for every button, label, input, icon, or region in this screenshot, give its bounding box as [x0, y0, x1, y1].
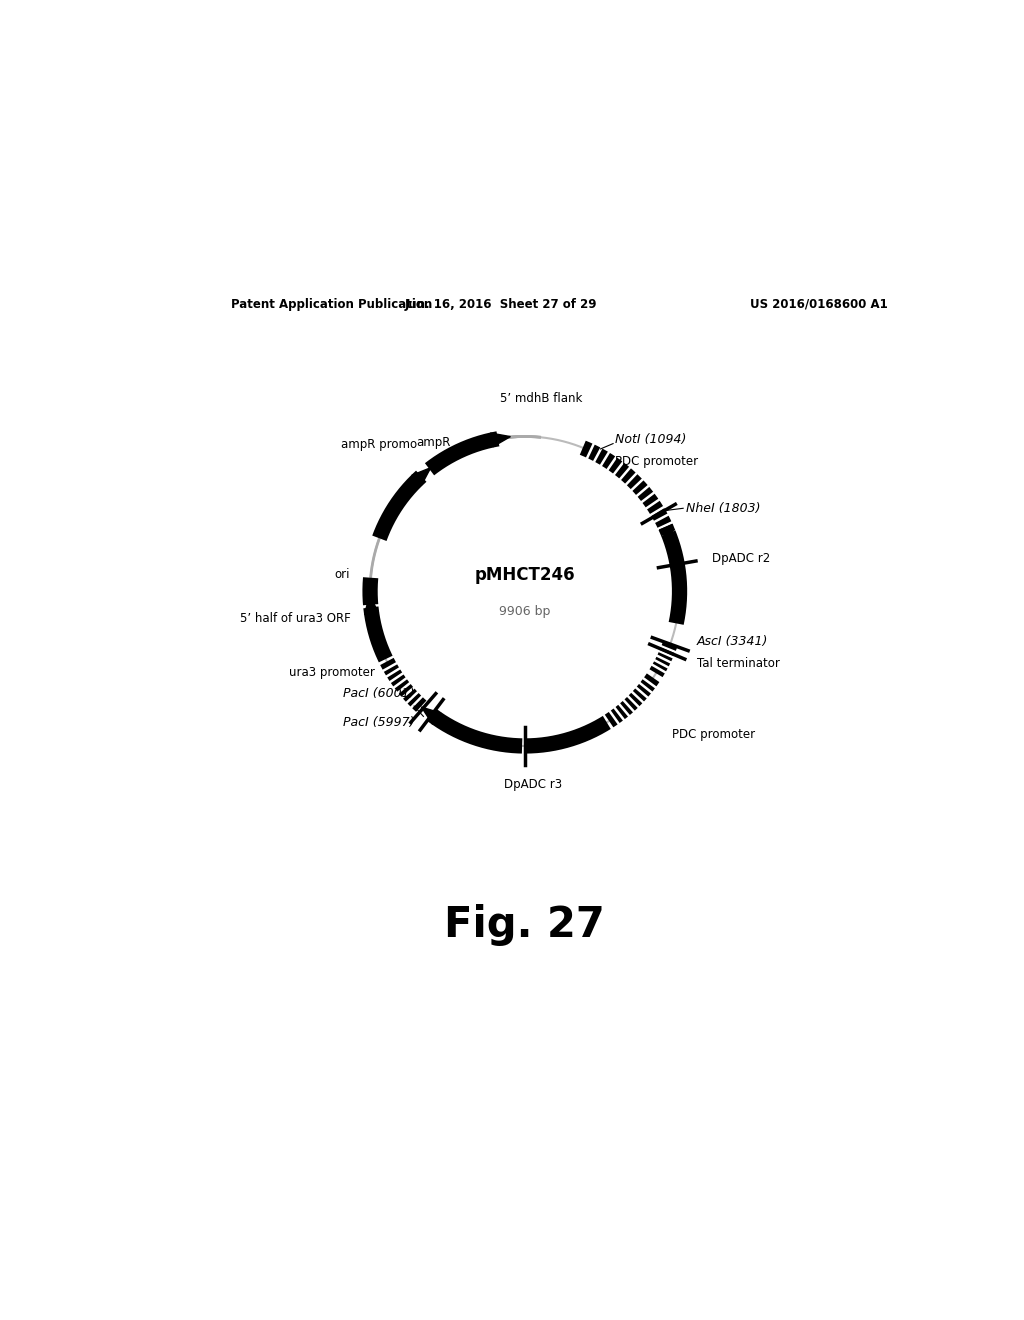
Text: ampR: ampR — [417, 436, 451, 449]
Text: ura3 promoter: ura3 promoter — [289, 667, 375, 678]
Polygon shape — [365, 595, 379, 614]
Polygon shape — [659, 525, 673, 545]
Text: Tal terminator: Tal terminator — [696, 657, 779, 671]
Text: pMHCT246: pMHCT246 — [474, 566, 575, 585]
Text: PacI (6001): PacI (6001) — [343, 686, 414, 700]
Text: 5’ mdhB flank: 5’ mdhB flank — [500, 392, 583, 405]
Polygon shape — [412, 467, 431, 486]
Text: PDC promoter: PDC promoter — [672, 727, 755, 741]
Text: DpADC r3: DpADC r3 — [504, 777, 562, 791]
Text: ori: ori — [335, 569, 350, 581]
Text: PacI (5997): PacI (5997) — [343, 715, 414, 729]
Text: 5’ half of ura3 ORF: 5’ half of ura3 ORF — [241, 612, 351, 626]
Text: DpADC r2: DpADC r2 — [713, 552, 771, 565]
Text: Patent Application Publication: Patent Application Publication — [231, 297, 432, 310]
Text: Fig. 27: Fig. 27 — [444, 903, 605, 945]
Text: NotI (1094): NotI (1094) — [615, 433, 687, 446]
Text: NheI (1803): NheI (1803) — [685, 502, 760, 515]
Text: PDC promoter: PDC promoter — [615, 455, 698, 469]
Text: ampR promo: ampR promo — [341, 438, 417, 450]
Polygon shape — [422, 708, 441, 725]
Text: US 2016/0168600 A1: US 2016/0168600 A1 — [750, 297, 888, 310]
Text: Jun. 16, 2016  Sheet 27 of 29: Jun. 16, 2016 Sheet 27 of 29 — [404, 297, 597, 310]
Text: AscI (3341): AscI (3341) — [696, 635, 768, 648]
Polygon shape — [490, 433, 510, 446]
Text: 9906 bp: 9906 bp — [499, 605, 551, 618]
